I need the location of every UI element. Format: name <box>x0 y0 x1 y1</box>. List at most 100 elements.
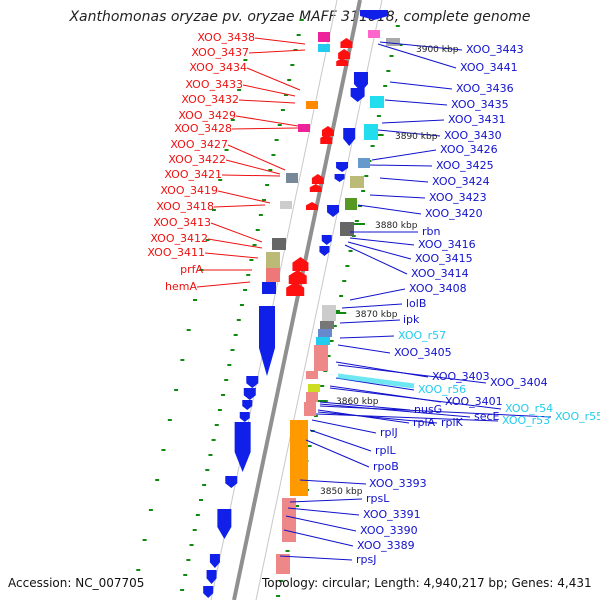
gene-label[interactable]: XOO_3431 <box>448 113 506 126</box>
gene-label[interactable]: XOO_3408 <box>409 282 467 295</box>
gene-label[interactable]: XOO_3434 <box>189 61 247 74</box>
gene-label[interactable]: rpoB <box>373 460 399 473</box>
gene-label[interactable]: XOO_3428 <box>174 122 232 135</box>
gene-label[interactable]: XOO_3418 <box>156 200 214 213</box>
gene-label[interactable]: XOO_3435 <box>451 98 509 111</box>
gene-block <box>262 282 276 294</box>
leader-line <box>339 319 401 324</box>
gene-block <box>282 498 296 542</box>
gene-label[interactable]: XOO_3403 <box>432 370 490 383</box>
gene-label[interactable]: XOO_3422 <box>168 153 226 166</box>
leader-line <box>347 241 412 260</box>
gene-label[interactable]: lolB <box>406 297 426 310</box>
gene-label[interactable]: XOO_3411 <box>147 246 205 259</box>
topology-text: Topology: circular; Length: 4,940,217 bp… <box>262 576 592 590</box>
gene-label[interactable]: XOO_3423 <box>429 191 487 204</box>
gene-label[interactable]: XOO_3405 <box>394 346 452 359</box>
rna-label[interactable]: XOO_r54 <box>505 402 553 415</box>
gene-label[interactable]: XOO_3391 <box>363 508 421 521</box>
gene-label[interactable]: XOO_3424 <box>432 175 490 188</box>
gene-block <box>280 201 292 209</box>
gene-label[interactable]: XOO_3433 <box>185 78 243 91</box>
leader-line <box>246 67 301 91</box>
gene-label[interactable]: XOO_3412 <box>150 232 208 245</box>
gene-label[interactable]: XOO_3421 <box>164 168 222 181</box>
gene-arrow <box>353 72 368 92</box>
gene-label[interactable]: XOO_3401 <box>445 395 503 408</box>
gene-label[interactable]: XOO_3413 <box>153 216 211 229</box>
leader-line <box>235 115 299 127</box>
gene-label[interactable]: XOO_3414 <box>411 267 469 280</box>
gene-arrow <box>321 235 332 245</box>
leader-line <box>238 99 296 104</box>
gene-label[interactable]: XOO_3389 <box>357 539 415 552</box>
gene-label[interactable]: secE <box>474 410 500 423</box>
gene-block <box>298 124 310 132</box>
leader-line <box>319 403 471 418</box>
leader-line <box>389 81 453 90</box>
gene-arrow <box>338 49 351 59</box>
leader-line <box>379 41 463 51</box>
gene-label[interactable]: prfA <box>180 263 203 276</box>
leader-line <box>217 190 271 204</box>
leader-line <box>329 387 502 410</box>
gene-label[interactable]: rplA <box>413 416 436 429</box>
gene-label[interactable]: XOO_3425 <box>436 159 494 172</box>
gene-block <box>358 158 370 168</box>
leader-line <box>242 84 296 97</box>
gene-block <box>306 371 318 379</box>
gene-label[interactable]: XOO_3415 <box>415 252 473 265</box>
gene-label[interactable]: XOO_3438 <box>197 31 255 44</box>
leader-line <box>319 405 552 418</box>
gene-block <box>286 173 298 183</box>
rna-label[interactable]: XOO_r57 <box>398 329 446 342</box>
leader-line <box>349 288 406 301</box>
leader-line <box>279 555 353 561</box>
leader-line <box>231 127 299 130</box>
leader-line <box>341 303 403 309</box>
leader-line <box>309 429 372 452</box>
gene-label[interactable]: XOO_3419 <box>160 184 218 197</box>
gene-block <box>304 402 316 416</box>
gene-label[interactable]: hemA <box>165 280 197 293</box>
gene-label[interactable]: rbn <box>422 225 441 238</box>
rna-label[interactable]: XOO_r56 <box>418 383 466 396</box>
gene-label[interactable]: ipk <box>403 313 420 326</box>
gene-label[interactable]: XOO_3436 <box>456 82 514 95</box>
gene-label[interactable]: XOO_3443 <box>466 43 524 56</box>
gene-label[interactable]: nusG <box>414 403 442 416</box>
gene-label[interactable]: XOO_3393 <box>369 477 427 490</box>
leader-line <box>317 411 438 424</box>
gene-label[interactable]: XOO_3429 <box>178 109 236 122</box>
gene-block <box>306 392 318 402</box>
gene-block <box>318 44 330 52</box>
gene-label[interactable]: XOO_3420 <box>425 207 483 220</box>
gene-label[interactable]: XOO_3430 <box>444 129 502 142</box>
gene-label[interactable]: XOO_3416 <box>418 238 476 251</box>
leader-line <box>210 222 263 243</box>
gene-label[interactable]: XOO_3426 <box>440 143 498 156</box>
gene-arrow <box>306 202 318 210</box>
gene-label[interactable]: XOO_3427 <box>170 138 228 151</box>
gene-arrow <box>350 88 365 102</box>
gene-arrow <box>234 422 251 472</box>
leader-line <box>305 439 370 468</box>
gene-arrow <box>286 282 305 296</box>
gene-label[interactable]: XOO_3404 <box>490 376 548 389</box>
gene-label[interactable]: XOO_3390 <box>360 524 418 537</box>
gene-arrow <box>343 128 356 146</box>
gene-label[interactable]: rpsL <box>366 492 390 505</box>
rna-label[interactable]: XOO_r55 <box>555 410 600 423</box>
rna-label[interactable]: XOO_r53 <box>502 414 550 427</box>
gene-label[interactable]: rplK <box>441 416 464 429</box>
label-leaders <box>196 37 552 561</box>
gene-label[interactable]: rplL <box>375 444 397 457</box>
leader-line <box>384 99 448 106</box>
gene-label[interactable]: rplJ <box>380 426 398 439</box>
gene-block <box>314 345 328 371</box>
gene-label[interactable]: XOO_3437 <box>191 46 249 59</box>
gene-label[interactable]: XOO_3441 <box>460 61 518 74</box>
gene-label[interactable]: rpsJ <box>356 553 376 566</box>
gene-label[interactable]: XOO_3432 <box>181 93 239 106</box>
leader-line <box>337 344 391 354</box>
